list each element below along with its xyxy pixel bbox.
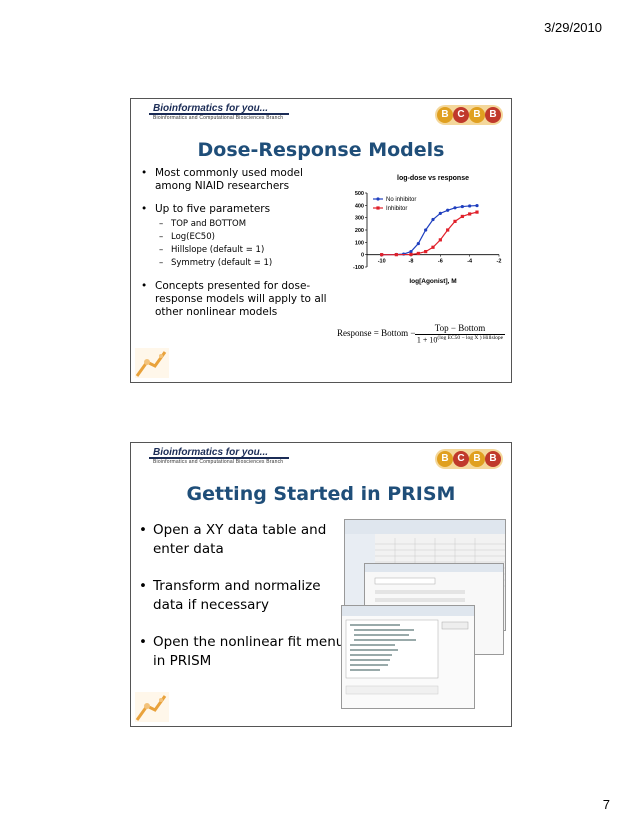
banner: Bioinformatics for you... Bioinformatics… bbox=[131, 443, 511, 469]
dose-response-chart: log-dose vs response -100 0 100 200 300 400 500… bbox=[353, 175, 502, 285]
bullet-item: Open a XY data table and enter data bbox=[139, 521, 349, 559]
bullet-list: Open a XY data table and enter data Tran… bbox=[139, 521, 349, 689]
x-tick-label: -6 bbox=[438, 259, 443, 265]
y-tick-label: 200 bbox=[355, 228, 364, 234]
bullet-item: Transform and normalize data if necessar… bbox=[139, 577, 349, 615]
x-tick-label: -10 bbox=[378, 259, 386, 265]
date-header: 3/29/2010 bbox=[544, 20, 602, 35]
sub-bullet-item: Log(EC50) bbox=[159, 231, 331, 244]
y-tick-label: 0 bbox=[361, 253, 364, 259]
logo-letter: B bbox=[469, 451, 485, 467]
formula-numerator: Top − Bottom bbox=[415, 323, 505, 335]
sub-bullet-item: Hillslope (default = 1) bbox=[159, 244, 331, 257]
data-point bbox=[475, 203, 479, 208]
legend-label: No inhibitor bbox=[386, 197, 416, 203]
legend-marker bbox=[376, 206, 380, 210]
y-tick-label: -100 bbox=[353, 265, 364, 271]
data-point bbox=[416, 241, 420, 246]
data-point bbox=[460, 204, 464, 209]
y-tick-label: 400 bbox=[355, 203, 364, 209]
legend-label: Inhibitor bbox=[386, 206, 407, 212]
data-point bbox=[446, 208, 450, 212]
chart-title: log-dose vs response bbox=[397, 175, 469, 182]
data-point bbox=[468, 212, 472, 216]
formula-denominator: 1 + 10(log EC50 − log X ) Hillslope bbox=[415, 335, 505, 345]
banner-swoosh bbox=[149, 457, 289, 459]
bullet-list: Most commonly used model among NIAID res… bbox=[141, 167, 331, 329]
data-point bbox=[460, 214, 464, 219]
bullet-item: Up to five parameters TOP and BOTTOM Log… bbox=[141, 203, 331, 270]
data-point bbox=[438, 238, 442, 242]
banner: Bioinformatics for you... Bioinformatics… bbox=[131, 99, 511, 125]
page-number: 7 bbox=[602, 797, 610, 812]
formula-lhs: Response = Bottom − bbox=[337, 328, 416, 338]
x-axis-label: log[Agonist], M bbox=[409, 278, 456, 285]
data-point bbox=[438, 211, 442, 215]
corner-decoration-icon bbox=[135, 692, 169, 722]
screenshot-graphic bbox=[342, 606, 474, 695]
legend-marker bbox=[376, 197, 380, 201]
series-line bbox=[381, 204, 478, 256]
logo-letter: B bbox=[437, 451, 453, 467]
bullet-item: Concepts presented for dose-response mod… bbox=[141, 280, 331, 319]
bcbb-logo: B C B B bbox=[435, 449, 503, 469]
banner-title: Bioinformatics for you... bbox=[153, 447, 269, 458]
bcbb-logo: B C B B bbox=[435, 105, 503, 125]
data-point bbox=[453, 206, 457, 210]
logo-letter: C bbox=[453, 451, 469, 467]
sub-bullet-item: TOP and BOTTOM bbox=[159, 218, 331, 231]
series-line bbox=[381, 211, 478, 256]
data-point bbox=[431, 245, 435, 249]
data-point bbox=[468, 204, 472, 208]
slide-title: Getting Started in PRISM bbox=[186, 483, 456, 505]
banner-subtitle: Bioinformatics and Computational Bioscie… bbox=[153, 459, 284, 465]
data-point bbox=[409, 252, 413, 257]
bullet-item: Open the nonlinear fit menu in PRISM bbox=[139, 633, 349, 671]
data-point bbox=[431, 217, 435, 222]
slide-getting-started: Bioinformatics for you... Bioinformatics… bbox=[130, 442, 512, 727]
data-point bbox=[475, 210, 479, 214]
sub-bullet-list: TOP and BOTTOM Log(EC50) Hillslope (defa… bbox=[159, 218, 331, 270]
formula-den-exponent: (log EC50 − log X ) Hillslope bbox=[437, 335, 504, 341]
logo-letter: B bbox=[485, 451, 501, 467]
slide-dose-response: Bioinformatics for you... Bioinformatics… bbox=[130, 98, 512, 383]
data-point bbox=[446, 228, 450, 232]
data-point bbox=[380, 253, 384, 257]
slide-title: Dose-Response Models bbox=[197, 139, 445, 161]
formula-den-base: 1 + 10 bbox=[416, 335, 438, 345]
data-point bbox=[453, 219, 457, 223]
x-tick-label: -4 bbox=[467, 259, 473, 265]
data-point bbox=[416, 251, 420, 256]
y-tick-label: 100 bbox=[355, 240, 364, 246]
banner-subtitle: Bioinformatics and Computational Bioscie… bbox=[153, 115, 284, 121]
data-point bbox=[424, 249, 428, 254]
y-tick-label: 500 bbox=[355, 191, 364, 197]
logo-letter: B bbox=[469, 107, 485, 123]
y-tick-label: 300 bbox=[355, 216, 364, 222]
banner-title: Bioinformatics for you... bbox=[153, 103, 269, 114]
formula-fraction: Top − Bottom 1 + 10(log EC50 − log X ) H… bbox=[415, 323, 505, 345]
data-point bbox=[394, 253, 398, 257]
sub-bullet-item: Symmetry (default = 1) bbox=[159, 257, 331, 270]
data-point bbox=[424, 228, 428, 232]
data-point bbox=[409, 249, 413, 254]
x-tick-label: -2 bbox=[497, 259, 502, 265]
x-tick-label: -8 bbox=[409, 259, 414, 265]
bullet-text: Up to five parameters bbox=[155, 203, 271, 215]
corner-decoration-icon bbox=[135, 348, 169, 378]
logo-letter: B bbox=[437, 107, 453, 123]
banner-swoosh bbox=[149, 113, 289, 115]
prism-nonlinear-fit-dialog-screenshot bbox=[341, 605, 475, 709]
bullet-item: Most commonly used model among NIAID res… bbox=[141, 167, 331, 193]
logo-letter: B bbox=[485, 107, 501, 123]
logo-letter: C bbox=[453, 107, 469, 123]
